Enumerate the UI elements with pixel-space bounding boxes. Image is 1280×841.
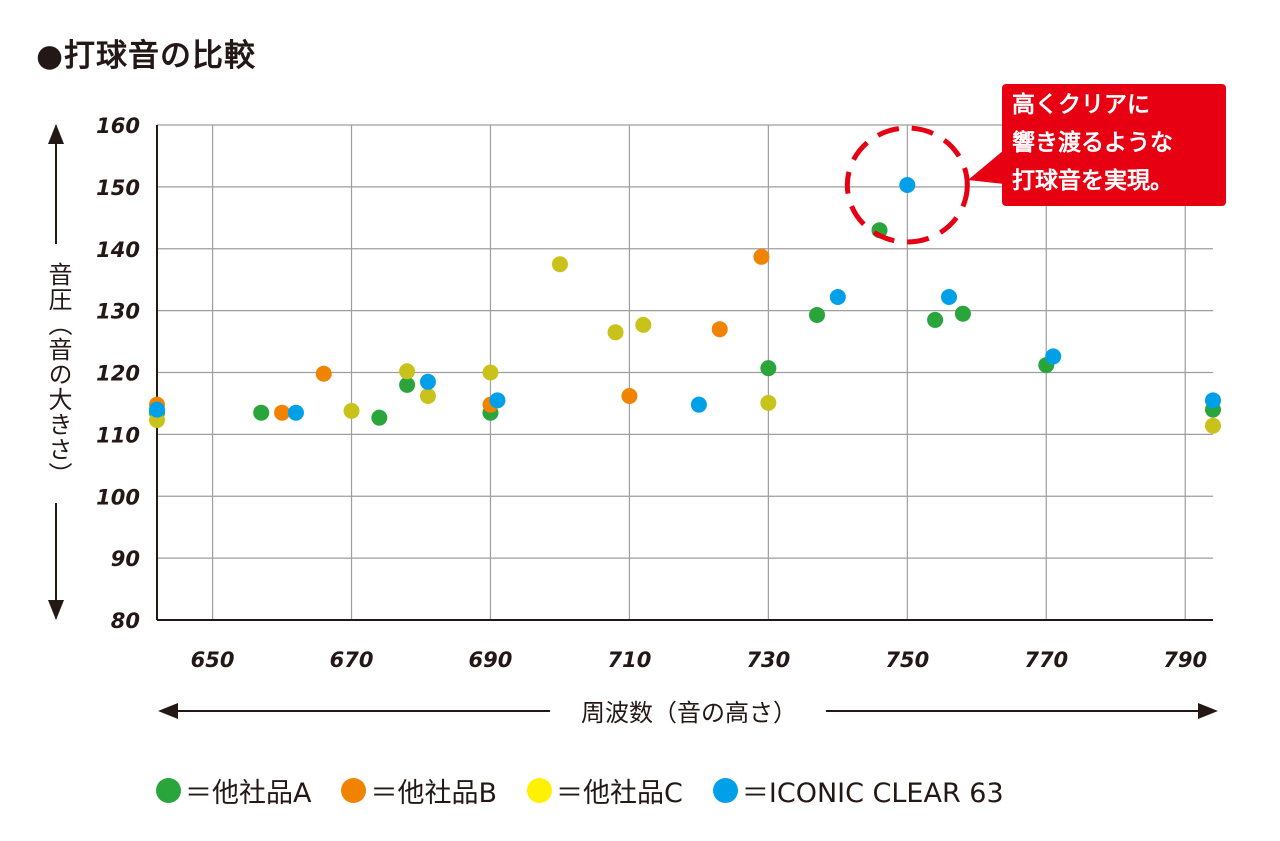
y-arrow-head-down <box>48 600 64 620</box>
x-tick-label-670: 670 <box>330 648 374 672</box>
legend-label-b: ＝他社品B <box>370 777 498 809</box>
point-s0-2 <box>371 409 388 426</box>
legend: ＝他社品A ＝他社品B ＝他社品C ＝ICONIC CLEAR 63 <box>156 770 1004 810</box>
point-s1-1 <box>274 404 291 421</box>
y-tick-label-150: 150 <box>96 176 140 200</box>
data-points <box>149 177 1221 434</box>
point-s2-4 <box>482 364 499 381</box>
y-tick-label-110: 110 <box>96 423 140 447</box>
x-arrow-head-right <box>1198 703 1218 719</box>
y-tick-label-80: 80 <box>111 609 140 633</box>
point-s2-5 <box>551 256 568 273</box>
x-tick-label-690: 690 <box>469 648 513 672</box>
point-s3-4 <box>690 396 707 413</box>
highlight-ring <box>844 125 1004 245</box>
annotation-callout: 高くクリアに 響き渡るような 打球音を実現。 <box>1002 84 1226 206</box>
legend-marker-b <box>341 777 367 803</box>
axes <box>156 125 1213 621</box>
point-s3-0 <box>149 401 165 418</box>
y-arrow-head-up <box>48 124 64 144</box>
x-tick-label-650: 650 <box>191 648 235 672</box>
y-axis-label: 音圧（音の大きさ） <box>36 258 76 491</box>
point-s2-1 <box>343 402 360 419</box>
point-s3-1 <box>287 404 304 421</box>
point-s3-9 <box>1205 392 1221 409</box>
highlight-dashed-ring <box>844 125 970 245</box>
x-tick-label-790: 790 <box>1163 648 1207 672</box>
point-s0-6 <box>809 306 825 323</box>
point-s0-8 <box>927 311 944 328</box>
point-s2-9 <box>1205 417 1221 434</box>
point-s0-9 <box>954 305 971 322</box>
x-tick-labels: 650 670 690 710 730 750 770 790 <box>191 648 1207 672</box>
legend-item-a: ＝他社品A <box>156 771 311 810</box>
y-tick-labels: 80 90 100 110 120 130 140 150 160 <box>96 114 140 633</box>
legend-label-iconic: ＝ICONIC CLEAR 63 <box>741 777 1004 809</box>
point-s3-8 <box>1045 348 1062 365</box>
point-s2-6 <box>607 324 624 341</box>
y-tick-label-160: 160 <box>96 114 140 138</box>
legend-label-a: ＝他社品A <box>185 777 312 809</box>
axis-arrows <box>48 124 1218 719</box>
point-s2-2 <box>399 363 416 380</box>
chart-title: ●打球音の比較 <box>36 38 257 74</box>
callout-pointer <box>968 150 1004 184</box>
x-axis-label: 周波数（音の高さ） <box>555 693 823 728</box>
point-s1-5 <box>711 321 728 338</box>
point-s3-6 <box>899 177 916 194</box>
y-tick-label-140: 140 <box>96 238 140 262</box>
point-s1-6 <box>753 248 770 265</box>
legend-marker-c <box>527 777 553 803</box>
y-tick-label-90: 90 <box>111 547 140 571</box>
point-s0-5 <box>760 360 777 377</box>
point-s3-7 <box>941 289 957 306</box>
x-tick-label-770: 770 <box>1024 648 1068 672</box>
x-tick-label-710: 710 <box>607 648 651 672</box>
y-tick-label-100: 100 <box>96 485 140 509</box>
legend-item-iconic: ＝ICONIC CLEAR 63 <box>712 771 1004 810</box>
point-s1-4 <box>621 388 638 405</box>
point-s1-2 <box>315 365 332 382</box>
legend-item-c: ＝他社品C <box>527 771 683 810</box>
x-arrow-head-left <box>158 703 178 719</box>
y-tick-label-130: 130 <box>96 300 140 324</box>
point-s0-1 <box>253 404 270 421</box>
x-tick-label-730: 730 <box>746 648 790 672</box>
legend-marker-iconic <box>712 777 738 803</box>
point-s2-7 <box>635 316 652 333</box>
x-tick-label-750: 750 <box>885 648 929 672</box>
point-s2-8 <box>760 394 777 411</box>
legend-marker-a <box>156 777 181 803</box>
point-s0-3 <box>399 376 416 393</box>
y-tick-label-120: 120 <box>96 362 140 386</box>
point-s2-3 <box>419 388 436 405</box>
point-s3-5 <box>829 289 846 306</box>
point-s3-2 <box>419 373 436 390</box>
legend-label-c: ＝他社品C <box>556 777 683 809</box>
legend-item-b: ＝他社品B <box>341 771 497 810</box>
point-s3-3 <box>489 392 506 409</box>
